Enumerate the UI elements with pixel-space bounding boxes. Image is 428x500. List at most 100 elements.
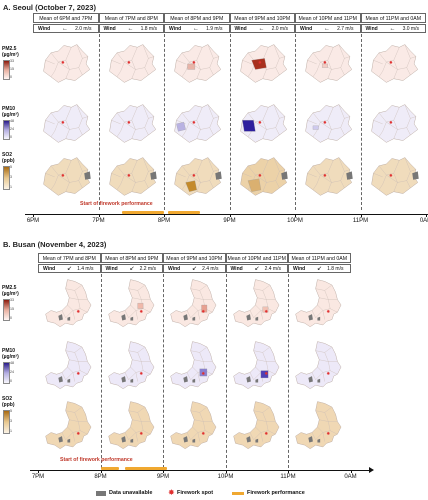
a-time-label-6: 0AM: [419, 218, 428, 224]
svg-text:✸: ✸: [389, 173, 393, 178]
wind-label: Wind: [230, 266, 243, 272]
wind-speed: 2.0 m/s: [271, 26, 288, 32]
svg-text:✸: ✸: [76, 371, 80, 376]
svg-text:✸: ✸: [264, 371, 268, 376]
a-pm25-legend-label: PM2.5 (µg/m³): [2, 46, 19, 58]
svg-text:✸: ✸: [139, 431, 143, 436]
b-map-pm10-1: ✸: [105, 338, 160, 396]
svg-text:✸: ✸: [127, 120, 131, 125]
wind-speed: 2.4 m/s: [202, 266, 219, 272]
svg-text:✸: ✸: [323, 120, 327, 125]
b-pm25-min: 0: [10, 316, 12, 320]
a-pm10-colorbar: [3, 120, 10, 140]
a-start-firework-label: Start of firework performance: [80, 201, 153, 207]
a-header-1: Mean of 7PM and 8PM: [98, 13, 164, 23]
a-map-so2-3: ✸: [235, 146, 291, 206]
firework-spot-icon: ✸: [168, 488, 175, 497]
a-so2-min: 1: [10, 185, 12, 189]
wind-label: Wind: [169, 26, 182, 32]
svg-text:✸: ✸: [201, 431, 205, 436]
b-map-pm25-3: ✸: [230, 276, 285, 334]
a-time-tick: [360, 214, 362, 217]
wind-speed: 1.8 m/s: [327, 266, 344, 272]
a-column-divider: [360, 34, 362, 210]
data-unavailable-swatch: [96, 491, 106, 496]
a-wind-box-3: Wind ← 2.0 m/s: [229, 24, 295, 33]
a-map-pm10-2: ✸: [169, 96, 225, 150]
b-map-pm10-4: ✸: [292, 338, 347, 396]
b-wind-box-4: Wind ↙ 1.8 m/s: [288, 264, 351, 273]
b-time-label-2: 9PM: [156, 474, 170, 480]
a-time-tick: [426, 214, 427, 217]
b-pm25-mid: 15: [10, 307, 14, 311]
svg-text:✸: ✸: [389, 60, 393, 65]
b-pm10-legend-label: PM10 (µg/m³): [2, 348, 19, 360]
a-wind-box-1: Wind ← 1.8 m/s: [98, 24, 164, 33]
a-time-tick: [98, 214, 100, 217]
svg-text:✸: ✸: [326, 431, 330, 436]
a-map-pm10-3: ✸: [235, 96, 291, 150]
a-so2-colorbar: [3, 166, 10, 190]
b-time-tick: [38, 470, 39, 473]
svg-text:✸: ✸: [258, 173, 262, 178]
a-header-5: Mean of 11PM and 0AM: [360, 13, 426, 23]
a-map-pm25-3: ✸: [235, 36, 291, 90]
wind-speed: 2.2 m/s: [139, 266, 156, 272]
wind-speed: 2.7 m/s: [337, 26, 354, 32]
b-map-so2-4: ✸: [292, 395, 347, 459]
a-pm25-min: 0: [10, 75, 12, 79]
b-wind-box-2: Wind ↙ 2.4 m/s: [163, 264, 226, 273]
b-header-1: Mean of 8PM and 9PM: [100, 253, 163, 263]
b-column-divider: [225, 274, 227, 468]
b-firework-performance-bar-1: [125, 467, 167, 470]
b-time-tick: [350, 470, 352, 473]
b-time-label-4: 11PM: [280, 474, 296, 480]
b-so2-mid: 3: [10, 419, 12, 423]
a-time-label-2: 8PM: [157, 218, 171, 224]
svg-text:✸: ✸: [389, 120, 393, 125]
b-map-pm25-4: ✸: [292, 276, 347, 334]
b-header-3: Mean of 10PM and 11PM: [225, 253, 288, 263]
svg-text:✸: ✸: [139, 371, 143, 376]
a-time-tick: [33, 214, 34, 217]
wind-label: Wind: [365, 26, 378, 32]
a-wind-box-0: Wind ← 2.0 m/s: [33, 24, 99, 33]
svg-text:✸: ✸: [192, 60, 196, 65]
wind-speed: 3.0 m/s: [402, 26, 419, 32]
svg-text:✸: ✸: [258, 120, 262, 125]
b-map-so2-2: ✸: [167, 395, 222, 459]
wind-label: Wind: [105, 266, 118, 272]
b-pm10-colorbar: [3, 362, 10, 384]
wind-label: Wind: [300, 26, 313, 32]
b-time-label-0: 7PM: [31, 474, 45, 480]
a-so2-max: 5: [10, 165, 12, 169]
b-pm10-max: 48: [10, 361, 14, 365]
a-header-0: Mean of 6PM and 7PM: [33, 13, 99, 23]
b-map-pm25-0: ✸: [42, 276, 97, 334]
svg-text:✸: ✸: [61, 60, 65, 65]
svg-text:✸: ✸: [326, 309, 330, 314]
b-map-so2-3: ✸: [230, 395, 285, 459]
a-map-pm10-1: ✸: [104, 96, 160, 150]
wind-label: Wind: [293, 266, 306, 272]
a-time-label-0: 6PM: [26, 218, 40, 224]
b-time-label-3: 10PM: [217, 474, 234, 480]
a-firework-performance-bar-0: [122, 211, 164, 214]
b-pm25-colorbar: [3, 299, 10, 321]
b-time-tick: [100, 470, 102, 473]
svg-text:✸: ✸: [264, 309, 268, 314]
svg-text:✸: ✸: [323, 60, 327, 65]
wind-arrow-icon: ←: [324, 26, 330, 32]
wind-speed: 1.9 m/s: [206, 26, 223, 32]
b-time-tick: [288, 470, 289, 473]
a-time-label-1: 7PM: [92, 218, 105, 224]
a-pm25-mid: 15: [10, 67, 14, 71]
b-time-tick: [225, 470, 227, 473]
b-time-label-1: 8PM: [94, 474, 107, 480]
b-map-so2-0: ✸: [42, 395, 97, 459]
svg-text:✸: ✸: [139, 309, 143, 314]
wind-speed: 2.0 m/s: [75, 26, 92, 32]
b-header-2: Mean of 9PM and 10PM: [163, 253, 226, 263]
a-map-so2-0: ✸: [38, 146, 94, 206]
svg-text:✸: ✸: [127, 173, 131, 178]
